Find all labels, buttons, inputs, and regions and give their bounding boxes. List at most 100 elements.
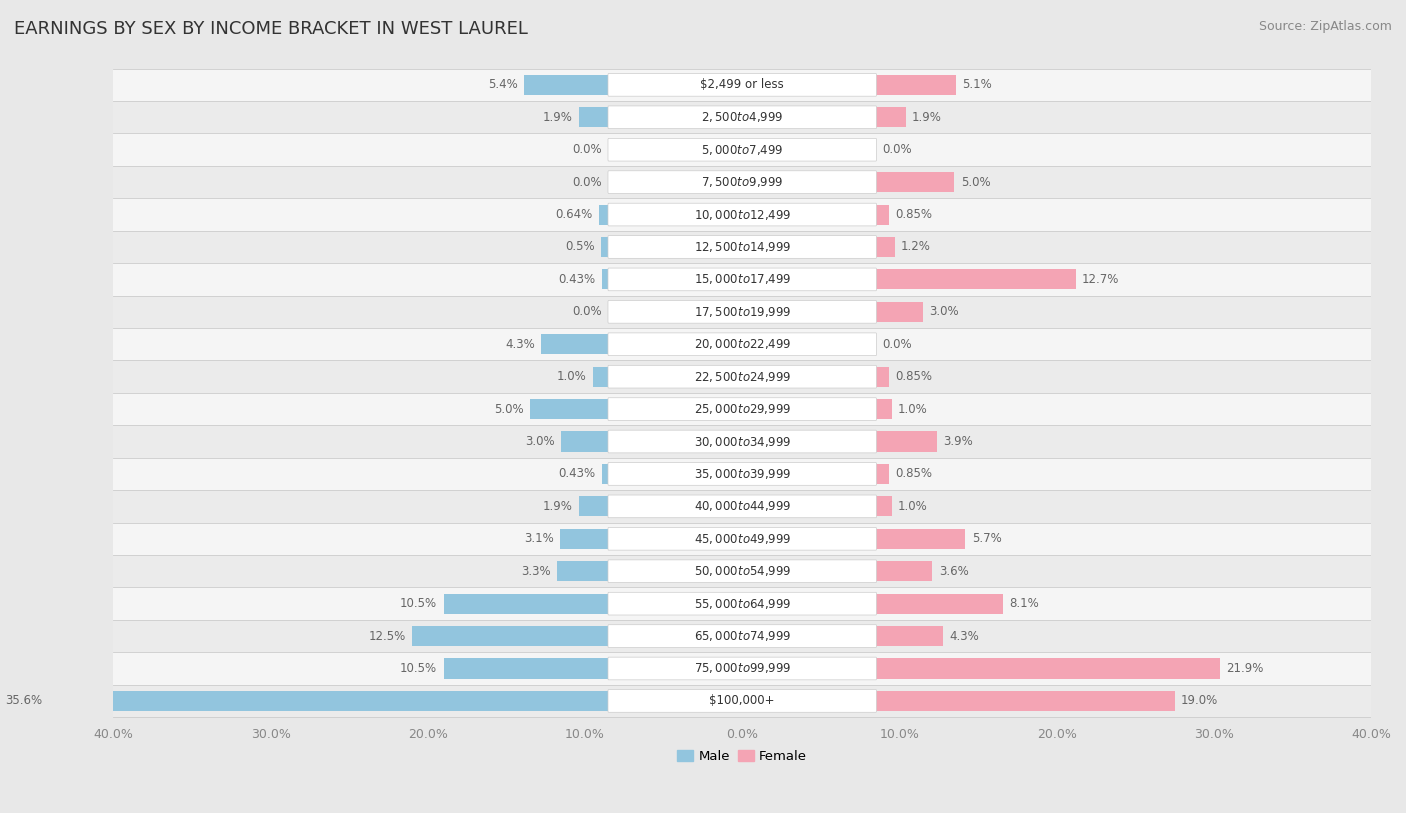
Bar — [876, 205, 889, 224]
Text: 3.0%: 3.0% — [929, 306, 959, 319]
Bar — [82, 296, 1403, 328]
Text: 1.0%: 1.0% — [898, 402, 928, 415]
Text: 0.0%: 0.0% — [882, 337, 911, 350]
FancyBboxPatch shape — [607, 624, 876, 647]
Bar — [876, 496, 891, 516]
Text: 1.9%: 1.9% — [543, 111, 572, 124]
Text: $15,000 to $17,499: $15,000 to $17,499 — [693, 272, 792, 286]
Bar — [602, 464, 609, 484]
Bar — [412, 626, 609, 646]
Text: 35.6%: 35.6% — [6, 694, 42, 707]
Text: Source: ZipAtlas.com: Source: ZipAtlas.com — [1258, 20, 1392, 33]
Text: 3.6%: 3.6% — [939, 565, 969, 578]
Bar — [443, 659, 609, 679]
FancyBboxPatch shape — [607, 657, 876, 680]
FancyBboxPatch shape — [607, 463, 876, 485]
FancyBboxPatch shape — [607, 528, 876, 550]
Bar — [876, 399, 891, 420]
Text: 5.7%: 5.7% — [972, 533, 1001, 546]
Bar — [82, 652, 1403, 685]
Text: $5,000 to $7,499: $5,000 to $7,499 — [702, 143, 783, 157]
Text: $65,000 to $74,999: $65,000 to $74,999 — [693, 629, 792, 643]
Text: $30,000 to $34,999: $30,000 to $34,999 — [693, 434, 792, 449]
Text: 10.5%: 10.5% — [401, 662, 437, 675]
FancyBboxPatch shape — [607, 106, 876, 128]
Bar — [876, 626, 943, 646]
FancyBboxPatch shape — [607, 560, 876, 583]
Bar — [876, 561, 932, 581]
Bar — [82, 68, 1403, 101]
FancyBboxPatch shape — [607, 268, 876, 291]
Text: 0.85%: 0.85% — [896, 467, 932, 480]
Bar — [82, 231, 1403, 263]
Bar — [876, 691, 1174, 711]
Bar — [523, 75, 609, 95]
Text: $17,500 to $19,999: $17,500 to $19,999 — [693, 305, 792, 319]
Text: 1.9%: 1.9% — [543, 500, 572, 513]
Bar — [82, 685, 1403, 717]
Bar — [82, 620, 1403, 652]
Bar — [541, 334, 609, 354]
Bar — [876, 75, 956, 95]
Text: 5.4%: 5.4% — [488, 78, 517, 91]
Text: 0.85%: 0.85% — [896, 370, 932, 383]
Text: 0.0%: 0.0% — [882, 143, 911, 156]
Bar — [82, 523, 1403, 555]
Bar — [602, 269, 609, 289]
Text: 0.0%: 0.0% — [572, 176, 602, 189]
Text: 4.3%: 4.3% — [949, 629, 980, 642]
Bar — [530, 399, 609, 420]
Text: 3.0%: 3.0% — [526, 435, 555, 448]
Bar — [82, 425, 1403, 458]
FancyBboxPatch shape — [607, 203, 876, 226]
Text: $40,000 to $44,999: $40,000 to $44,999 — [693, 499, 792, 513]
Text: 1.9%: 1.9% — [912, 111, 942, 124]
Text: EARNINGS BY SEX BY INCOME BRACKET IN WEST LAUREL: EARNINGS BY SEX BY INCOME BRACKET IN WES… — [14, 20, 527, 38]
Text: 0.64%: 0.64% — [555, 208, 592, 221]
FancyBboxPatch shape — [607, 430, 876, 453]
Text: $45,000 to $49,999: $45,000 to $49,999 — [693, 532, 792, 546]
Text: 5.0%: 5.0% — [494, 402, 523, 415]
Bar — [876, 269, 1076, 289]
Text: 1.0%: 1.0% — [557, 370, 586, 383]
Bar — [82, 555, 1403, 588]
FancyBboxPatch shape — [607, 138, 876, 161]
Bar — [876, 432, 938, 451]
Text: $55,000 to $64,999: $55,000 to $64,999 — [693, 597, 792, 611]
Text: $35,000 to $39,999: $35,000 to $39,999 — [693, 467, 792, 481]
Bar — [876, 107, 905, 128]
Bar — [82, 101, 1403, 133]
Bar — [579, 496, 609, 516]
Bar — [82, 458, 1403, 490]
Text: 0.0%: 0.0% — [572, 306, 602, 319]
Legend: Male, Female: Male, Female — [672, 745, 813, 768]
Text: 5.1%: 5.1% — [962, 78, 993, 91]
Text: 3.1%: 3.1% — [524, 533, 554, 546]
Text: $75,000 to $99,999: $75,000 to $99,999 — [693, 662, 792, 676]
Text: $12,500 to $14,999: $12,500 to $14,999 — [693, 240, 792, 254]
Text: 0.85%: 0.85% — [896, 208, 932, 221]
Bar — [876, 172, 955, 192]
Text: $22,500 to $24,999: $22,500 to $24,999 — [693, 370, 792, 384]
Bar — [82, 490, 1403, 523]
Text: 4.3%: 4.3% — [505, 337, 534, 350]
Bar — [599, 205, 609, 224]
Bar — [561, 432, 609, 451]
Text: 5.0%: 5.0% — [960, 176, 990, 189]
Text: 3.9%: 3.9% — [943, 435, 973, 448]
Text: 21.9%: 21.9% — [1226, 662, 1264, 675]
Text: 12.5%: 12.5% — [368, 629, 406, 642]
Bar — [82, 133, 1403, 166]
Text: $20,000 to $22,499: $20,000 to $22,499 — [693, 337, 792, 351]
FancyBboxPatch shape — [607, 398, 876, 420]
FancyBboxPatch shape — [607, 171, 876, 193]
Bar — [876, 593, 1004, 614]
Bar — [876, 367, 889, 387]
Text: $7,500 to $9,999: $7,500 to $9,999 — [702, 175, 783, 189]
Bar — [82, 393, 1403, 425]
Bar — [82, 263, 1403, 296]
Bar — [876, 659, 1220, 679]
FancyBboxPatch shape — [607, 365, 876, 388]
FancyBboxPatch shape — [607, 236, 876, 259]
FancyBboxPatch shape — [607, 689, 876, 712]
